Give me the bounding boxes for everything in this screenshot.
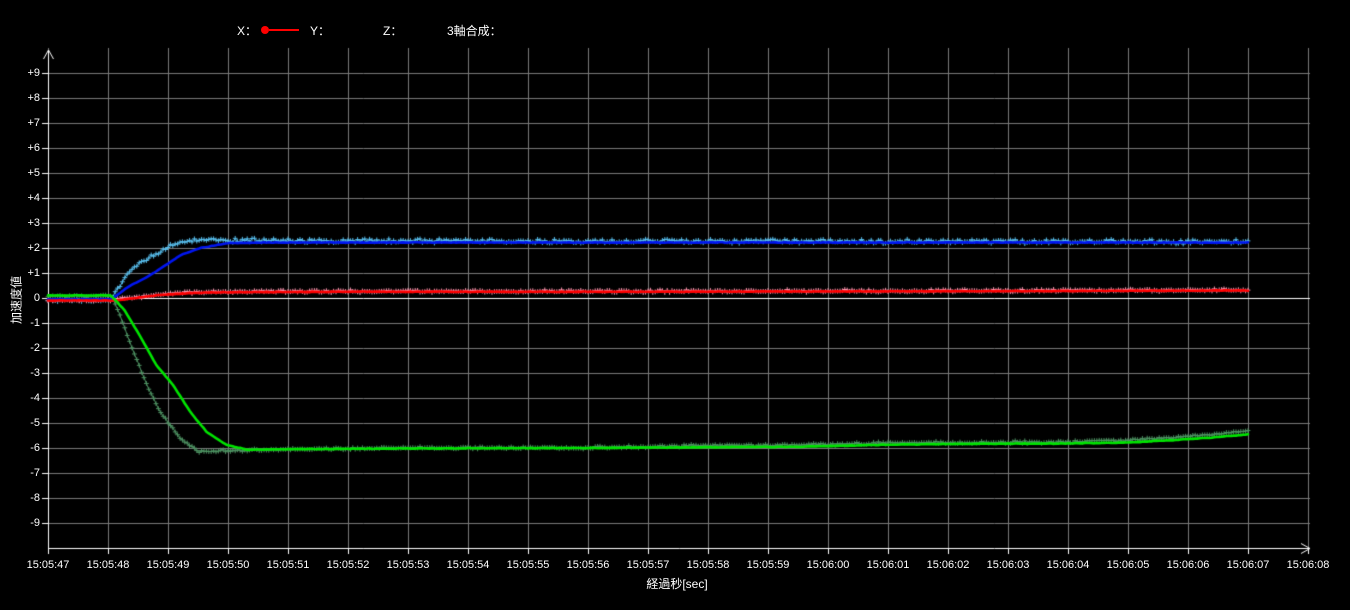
x-tick-label: 15:05:57 [626,559,670,571]
y-tick-label: -5 [30,417,40,429]
x-tick-label: 15:06:08 [1286,559,1330,571]
y-tick-label: -4 [30,392,40,404]
x-tick-label: 15:06:03 [986,559,1030,571]
x-tick-label: 15:05:59 [746,559,790,571]
y-tick-label: -1 [30,317,40,329]
y-tick-label: +1 [27,267,40,279]
y-tick-label: -3 [30,367,40,379]
y-tick-label: +4 [27,192,40,204]
y-tick-label: -8 [30,492,40,504]
x-tick-label: 15:05:50 [206,559,250,571]
y-tick-label: +8 [27,92,40,104]
y-tick-label: +6 [27,142,40,154]
x-tick-label: 15:05:48 [86,559,130,571]
x-tick-label: 15:05:49 [146,559,190,571]
y-tick-label: -7 [30,467,40,479]
x-tick-label: 15:05:56 [566,559,610,571]
y-tick-label: -6 [30,442,40,454]
y-tick-label: +5 [27,167,40,179]
x-tick-label: 15:06:00 [806,559,850,571]
y-tick-label: +7 [27,117,40,129]
x-tick-label: 15:05:54 [446,559,490,571]
x-tick-label: 15:05:55 [506,559,550,571]
y-tick-label: +3 [27,217,40,229]
x-tick-label: 15:05:47 [26,559,70,571]
x-tick-label: 15:05:53 [386,559,430,571]
y-tick-label: -2 [30,342,40,354]
x-tick-label: 15:06:01 [866,559,910,571]
x-tick-label: 15:05:52 [326,559,370,571]
x-tick-label: 15:06:06 [1166,559,1210,571]
x-tick-label: 15:06:05 [1106,559,1150,571]
y-axis-title: 加速度値 [9,275,24,325]
y-tick-label: -9 [30,517,40,529]
x-axis-title: 経過秒[sec] [646,577,708,591]
y-tick-label: +2 [27,242,40,254]
x-tick-label: 15:05:51 [266,559,310,571]
x-tick-label: 15:06:04 [1046,559,1090,571]
x-tick-label: 15:05:58 [686,559,730,571]
x-tick-label: 15:06:07 [1226,559,1270,571]
y-tick-label: +9 [27,67,40,79]
y-tick-label: 0 [33,292,40,304]
x-tick-label: 15:06:02 [926,559,970,571]
